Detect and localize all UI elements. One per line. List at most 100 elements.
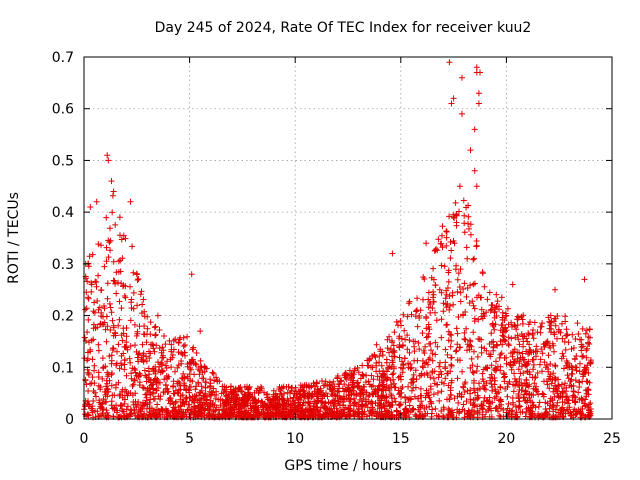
data-point [423, 325, 430, 332]
data-point [369, 364, 376, 371]
data-point [277, 390, 283, 397]
data-point [541, 344, 548, 351]
data-point [376, 353, 383, 360]
data-point [119, 386, 126, 393]
data-point [523, 377, 530, 384]
data-point [97, 386, 104, 393]
data-point [438, 240, 445, 247]
data-point [95, 347, 102, 354]
data-point [542, 341, 549, 348]
data-point [96, 304, 103, 311]
data-point [191, 371, 198, 378]
y-tick-label: 0.4 [52, 205, 74, 221]
data-point [334, 388, 341, 395]
data-point [512, 323, 519, 329]
data-point [175, 378, 181, 385]
data-point [404, 346, 411, 353]
data-point [326, 410, 333, 417]
data-point [497, 363, 504, 370]
data-point [107, 247, 114, 254]
data-point [505, 334, 512, 341]
data-point [152, 332, 159, 339]
data-point [545, 352, 552, 359]
data-point [396, 354, 403, 361]
data-point [519, 354, 526, 361]
data-point [152, 323, 159, 330]
data-point [179, 351, 186, 358]
data-point [470, 302, 477, 309]
data-point [402, 336, 409, 343]
x-tick-label: 0 [80, 431, 89, 447]
data-point [511, 346, 518, 353]
data-point [470, 380, 477, 386]
data-point [198, 364, 205, 371]
data-point [85, 411, 91, 418]
data-point [497, 396, 504, 403]
data-point [483, 398, 490, 405]
data-point [572, 377, 579, 384]
data-point [258, 398, 265, 405]
data-point [429, 357, 436, 364]
data-point [360, 395, 367, 402]
data-point [420, 364, 427, 371]
data-point [349, 381, 356, 388]
data-point [565, 406, 571, 413]
data-point [443, 291, 450, 298]
data-point [105, 254, 112, 261]
data-point [139, 403, 146, 409]
data-point [538, 346, 545, 353]
data-point [478, 349, 485, 356]
data-point [451, 395, 458, 402]
data-point [359, 362, 366, 369]
data-point [433, 412, 440, 419]
data-point [398, 376, 404, 383]
data-point [109, 192, 116, 199]
data-point [150, 411, 157, 418]
data-point [442, 295, 449, 302]
data-point [147, 331, 154, 338]
data-point [359, 403, 366, 409]
data-point [448, 354, 455, 361]
data-point [472, 396, 479, 403]
data-point [473, 238, 480, 244]
data-point [429, 350, 436, 357]
data-point [568, 346, 575, 352]
data-point [467, 147, 474, 154]
data-point [427, 309, 434, 316]
data-point [502, 310, 509, 317]
data-point [392, 398, 399, 405]
data-point [146, 399, 153, 406]
data-point [196, 367, 203, 374]
data-point [507, 350, 514, 357]
data-point [450, 211, 457, 218]
data-point [98, 287, 105, 293]
data-point [414, 307, 420, 314]
data-point [433, 317, 440, 324]
data-point [454, 357, 461, 363]
data-point [103, 398, 110, 405]
data-point [429, 305, 436, 312]
data-point [408, 364, 415, 371]
data-point [94, 408, 101, 415]
data-point [183, 386, 190, 392]
data-point [408, 387, 415, 394]
data-point [365, 378, 372, 385]
data-point [436, 397, 443, 404]
data-point [346, 408, 353, 415]
data-point [420, 347, 427, 354]
data-point [167, 400, 174, 407]
data-point [214, 378, 221, 385]
data-point [103, 214, 110, 221]
data-point [108, 352, 115, 359]
data-point [467, 400, 474, 406]
data-point [447, 239, 454, 245]
data-point [195, 407, 202, 414]
data-point [220, 412, 227, 419]
data-point [422, 343, 429, 350]
data-point [140, 350, 147, 357]
data-point [430, 291, 437, 298]
data-point [457, 298, 464, 305]
data-point [103, 313, 110, 320]
data-point [543, 409, 550, 416]
